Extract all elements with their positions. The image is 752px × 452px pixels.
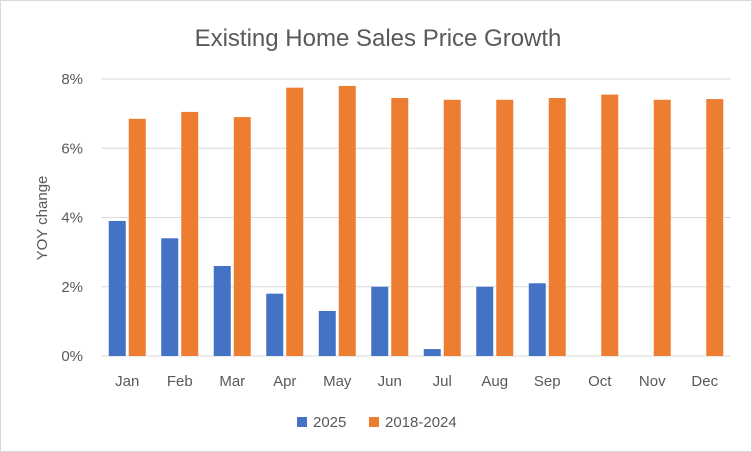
legend-label: 2025 xyxy=(313,414,346,431)
bar-series2-nov xyxy=(653,99,671,357)
bar-series2-dec xyxy=(706,99,724,357)
gridlines xyxy=(101,78,731,357)
y-tick-label: 8% xyxy=(61,71,83,88)
bars xyxy=(108,85,724,357)
legend-swatch xyxy=(369,417,379,427)
bar-series2-feb xyxy=(181,111,199,356)
x-tick-label: Dec xyxy=(691,373,718,390)
y-tick-label: 6% xyxy=(61,140,83,157)
bar-series1-jun xyxy=(371,286,389,356)
bar-series2-mar xyxy=(233,117,251,357)
x-tick-label: Feb xyxy=(167,373,193,390)
bar-series1-may xyxy=(318,310,336,356)
x-tick-label: Jul xyxy=(433,373,452,390)
bar-series2-may xyxy=(338,85,356,357)
x-tick-label: Mar xyxy=(219,373,245,390)
y-tick-label: 2% xyxy=(61,279,83,296)
legend-swatch xyxy=(297,417,307,427)
bar-series1-mar xyxy=(213,265,231,356)
x-tick-labels: Jan Feb Mar Apr May Jun Jul Aug Sep Oct Nov Dec xyxy=(115,373,718,390)
bar-series2-sep xyxy=(548,98,566,356)
y-axis-label: YOY change xyxy=(34,176,51,261)
bar-series2-oct xyxy=(601,94,619,357)
legend: 2025 2018-2024 xyxy=(297,414,457,431)
y-tick-label: 4% xyxy=(61,210,83,227)
chart-title: Existing Home Sales Price Growth xyxy=(195,25,562,52)
bar-series1-sep xyxy=(528,283,546,356)
legend-label: 2018-2024 xyxy=(385,414,457,431)
bar-series1-jul xyxy=(423,349,441,356)
bar-series1-jan xyxy=(108,220,126,356)
x-tick-label: Jun xyxy=(378,373,402,390)
x-tick-label: Sep xyxy=(534,373,561,390)
y-tick-labels: 0% 2% 4% 6% 8% xyxy=(61,71,83,365)
bar-series2-aug xyxy=(496,99,514,357)
bar-series1-aug xyxy=(476,286,494,356)
x-tick-label: Nov xyxy=(639,373,666,390)
x-tick-label: Jan xyxy=(115,373,139,390)
y-tick-label: 0% xyxy=(61,348,83,365)
bar-series2-apr xyxy=(286,87,304,356)
x-tick-label: May xyxy=(323,373,352,390)
bar-series1-feb xyxy=(161,238,179,356)
bar-series2-jan xyxy=(128,118,146,356)
x-tick-label: Apr xyxy=(273,373,296,390)
bar-series1-apr xyxy=(266,293,284,356)
x-tick-label: Oct xyxy=(588,373,612,390)
bar-series2-jul xyxy=(443,99,461,357)
x-tick-label: Aug xyxy=(481,373,508,390)
bar-series2-jun xyxy=(391,98,409,356)
